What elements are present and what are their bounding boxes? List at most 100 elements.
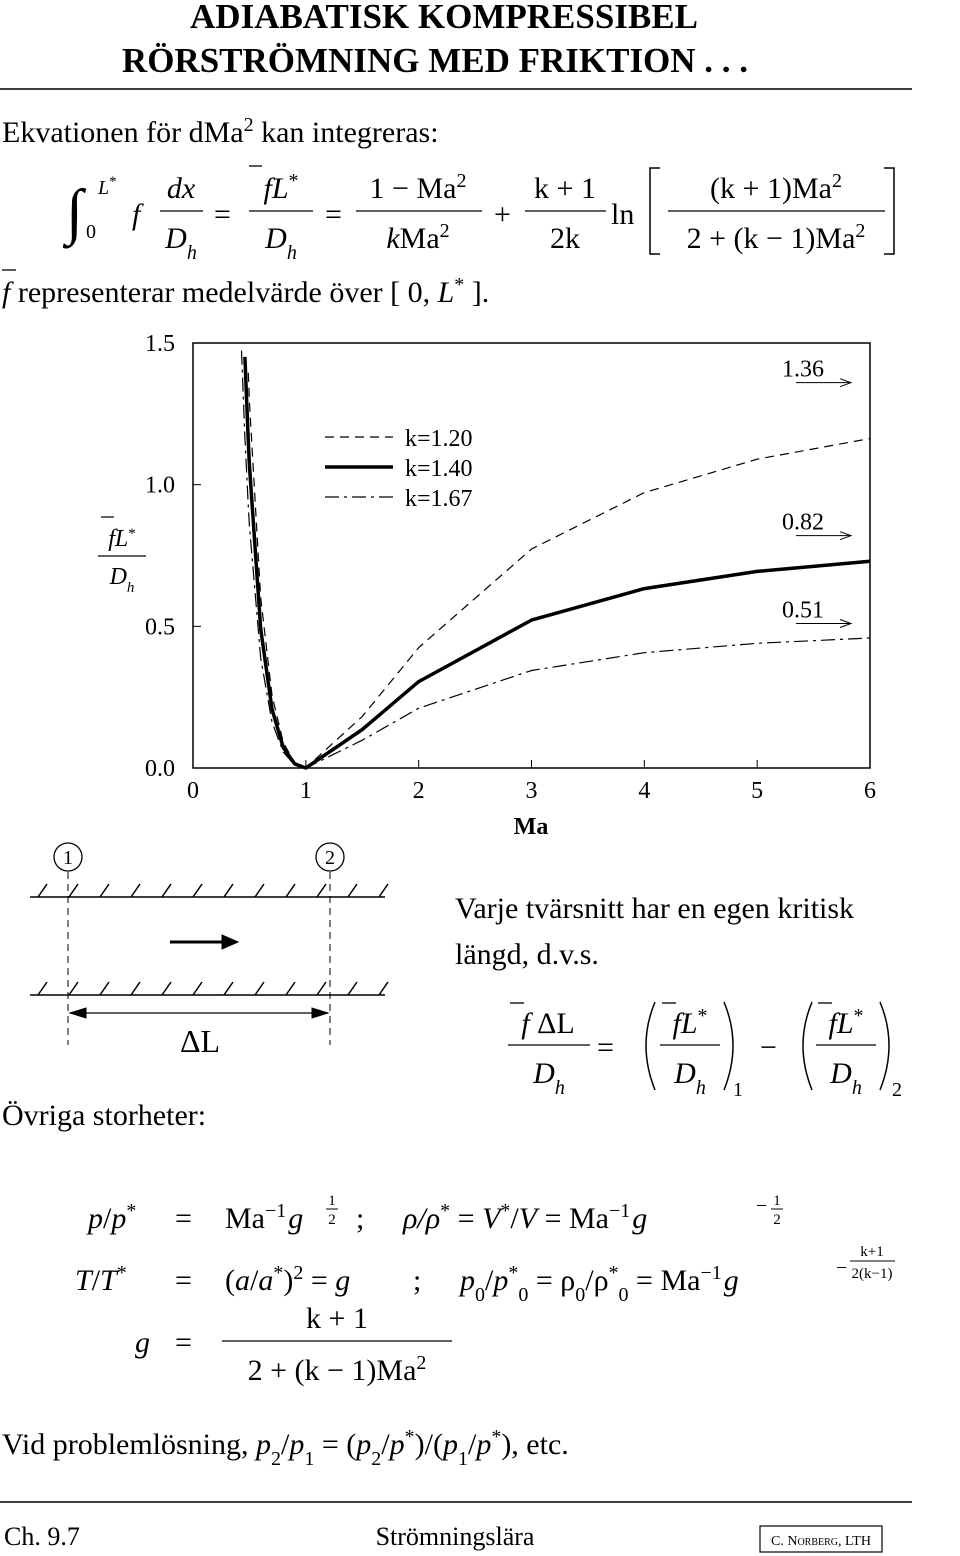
math-text: p0/p*0 = ρ0/ρ*0 = Ma−1g [458, 1262, 739, 1306]
plot-frame [192, 342, 871, 769]
text-part: 1 [304, 1448, 314, 1470]
text-part: * [500, 1200, 510, 1222]
math-text: 2 + (k − 1)Ma2 [248, 1352, 427, 1387]
text-part: −1 [265, 1200, 286, 1222]
math-text: = [325, 198, 342, 231]
text-part: * [454, 274, 464, 296]
math-text: L* [97, 174, 117, 199]
text-part: 2 [855, 220, 865, 242]
text-part: g [632, 1202, 647, 1235]
hatch [68, 981, 79, 996]
station-marker [315, 842, 345, 872]
math-text: + [494, 198, 511, 231]
asymptote-label: 0.51 [782, 598, 824, 624]
math-text: ∫ [62, 178, 87, 249]
text-part: * [440, 1200, 450, 1222]
equation: p/p* = Ma−1g 1 2 ; ρ/ρ* = V*/V = Ma−1g −… [75, 1193, 895, 1387]
text-part: Ma [225, 1202, 265, 1235]
text-part: * [609, 1262, 619, 1284]
hatch [223, 883, 234, 898]
math-text: = [597, 1031, 614, 1064]
hatch [99, 981, 110, 996]
math-text: 1 [733, 1079, 743, 1101]
text-part: ( [225, 1264, 235, 1297]
text-part: 0 [518, 1284, 528, 1306]
text-part: h [187, 242, 197, 264]
math-text: f ΔL [521, 1007, 574, 1040]
text-part: h [127, 580, 135, 596]
text-part: p [254, 1428, 271, 1461]
text-part: 0 [475, 1284, 485, 1306]
text-part: / [92, 1264, 101, 1297]
asymptote-arrowhead [839, 378, 853, 388]
math-stroke [884, 167, 895, 255]
station-label: 2 [325, 847, 335, 869]
text-part: Ekvationen för dMa [2, 116, 244, 149]
hatch [316, 981, 327, 996]
x-tick-label: 0 [187, 778, 199, 804]
text-part: / [103, 1202, 112, 1235]
text-part: p [109, 1202, 126, 1235]
text-part: = Ma [629, 1264, 701, 1297]
text-part: * [128, 526, 136, 542]
math-text: 2 [773, 1212, 781, 1228]
hatch [130, 883, 141, 898]
text-part: ) [283, 1264, 293, 1297]
text-part: D [532, 1057, 555, 1090]
text-part: / [381, 1428, 390, 1461]
text-part: 0 [575, 1284, 585, 1306]
text-part: L [836, 1007, 854, 1040]
text-part: g [335, 1264, 350, 1297]
footer-author: C. Norberg, LTH [771, 1534, 871, 1549]
math-text: ln [611, 198, 634, 231]
hatch [347, 981, 358, 996]
text-part: ]. [464, 276, 489, 309]
text-part: / [468, 1428, 477, 1461]
math-stroke [645, 1001, 656, 1091]
text-part: g [724, 1264, 739, 1297]
text-part: kan integreras: [254, 116, 439, 149]
closing: Vid problemlösning, p2/p1 = (p2/p*)/(p1/… [2, 1426, 569, 1470]
math-text: − [756, 1195, 767, 1217]
math-stroke [723, 1001, 734, 1091]
title: RÖRSTRÖMNING MED FRIKTION . . . [122, 41, 748, 80]
math-text: Dh [829, 1057, 862, 1099]
title: ADIABATISK KOMPRESSIBEL [190, 0, 698, 36]
text-part: = [450, 1202, 482, 1235]
text-part: 2 + (k − 1)Ma [687, 222, 856, 255]
text-part: * [854, 1005, 864, 1027]
math-text: kMa2 [386, 220, 449, 255]
text-part: V [482, 1202, 504, 1235]
text-part: f [108, 526, 118, 552]
equation: ∫ L* 0 f dx Dh = fL* Dh = 1 − Ma2 kMa2 +… [62, 165, 895, 264]
math-text: Dh [673, 1057, 706, 1099]
text-part: ρ/ρ [402, 1202, 440, 1235]
math-text: g [135, 1326, 150, 1359]
text-part: −1 [700, 1262, 721, 1284]
text-part: g [288, 1202, 303, 1235]
math-text: p/p* [86, 1200, 136, 1235]
math-text: Dh [532, 1057, 565, 1099]
math-text: k+1 [860, 1244, 883, 1260]
math-text: fL* [672, 1005, 707, 1040]
intro: Ekvationen för dMa2 kan integreras: [2, 114, 439, 149]
asymptote-arrowhead [839, 531, 853, 541]
hatch [285, 883, 296, 898]
text-part: a [235, 1264, 250, 1297]
math-text: k + 1 [534, 172, 596, 205]
text-part: p [458, 1264, 475, 1297]
text-part: * [273, 1262, 283, 1284]
text-part: / [250, 1264, 259, 1297]
text-part: 2 [416, 1352, 426, 1374]
math-text: 2 + (k − 1)Ma2 [687, 220, 866, 255]
math-text: = [214, 198, 231, 231]
text-part: 2 [271, 1448, 281, 1470]
hatch [161, 981, 172, 996]
text-part: (k + 1)Ma [710, 172, 832, 205]
text-part: = ρ [528, 1264, 575, 1297]
paragraph: Varje tvärsnitt har en egen kritisk [455, 892, 854, 925]
text-part: D [164, 222, 187, 255]
text-part: h [555, 1077, 565, 1099]
equation: f ΔL Dh = fL* Dh 1 − fL* Dh 2 [508, 1001, 902, 1101]
